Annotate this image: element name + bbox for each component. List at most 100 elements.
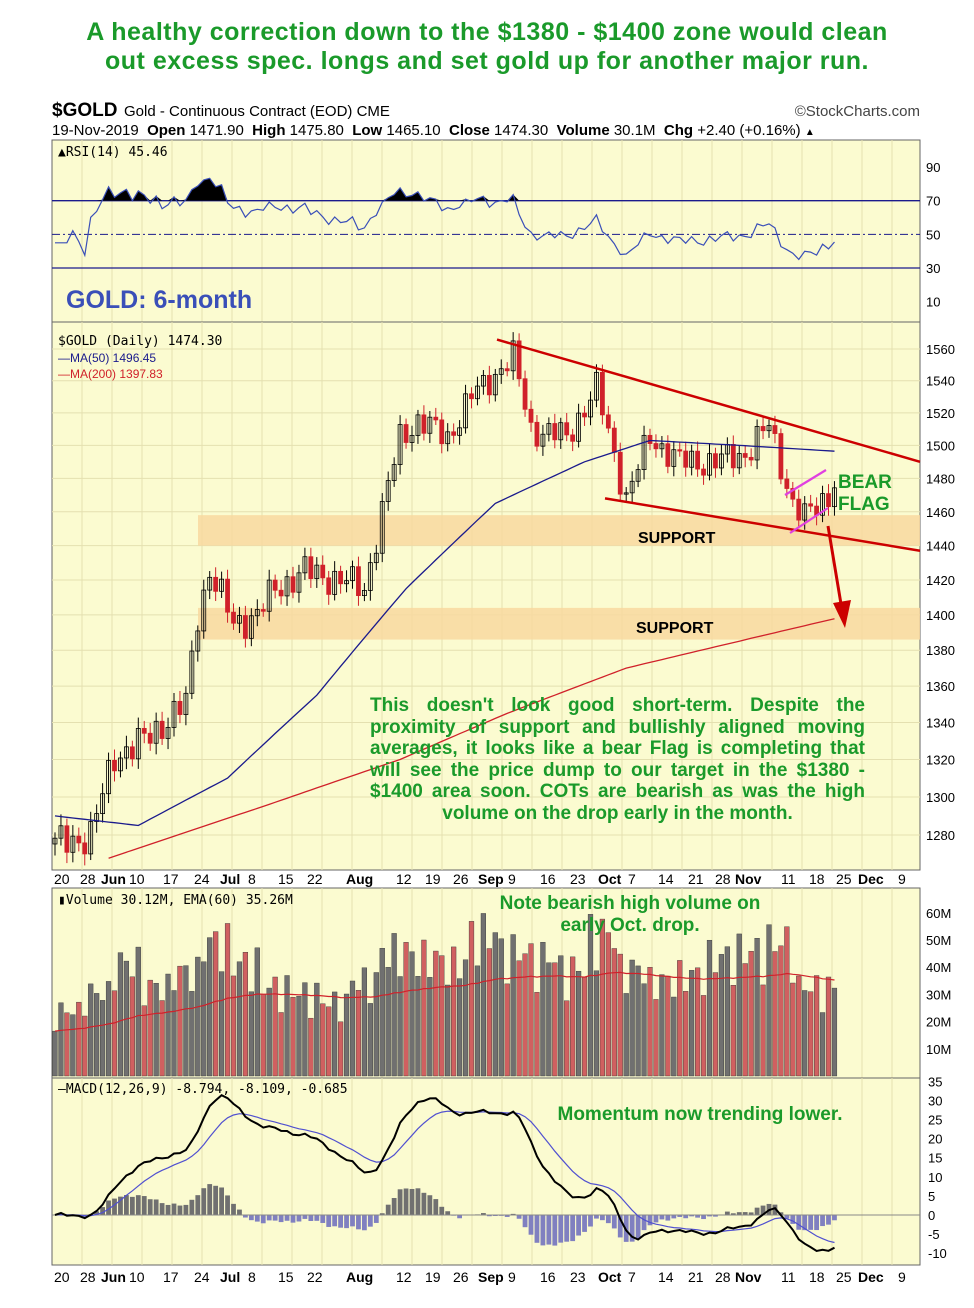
volume-bar	[653, 999, 659, 1077]
candle-body	[832, 487, 837, 508]
upper-trend-line	[496, 338, 921, 464]
volume-bar	[724, 946, 730, 1077]
volume-bar	[147, 979, 153, 1077]
volume-bar	[99, 1000, 106, 1077]
panel-rsi	[51, 139, 921, 323]
volume-bar	[385, 967, 391, 1077]
quote-date: 19-Nov-2019	[52, 122, 139, 139]
x-tick-label: 11	[781, 871, 796, 887]
candle-body	[367, 562, 373, 591]
candle-body	[772, 425, 778, 434]
volume-bar	[242, 951, 249, 1077]
candle-body	[88, 821, 94, 855]
candle-body	[445, 431, 451, 445]
macd-histogram-bar	[379, 1213, 385, 1215]
x-tick-label: Oct	[598, 1269, 622, 1285]
volume-bar	[534, 992, 540, 1077]
x-tick-label: 22	[307, 1269, 323, 1285]
x-tick-label: 28	[80, 1269, 96, 1285]
x-tick-label: 22	[307, 871, 323, 887]
macd-histogram-bar	[677, 1215, 683, 1217]
volume-bar	[433, 950, 439, 1077]
volume-bar	[236, 961, 243, 1077]
candle-body	[570, 434, 576, 442]
volume-bar	[230, 975, 237, 1077]
volume-bar	[474, 965, 481, 1077]
support-label-lower: SUPPORT	[636, 620, 714, 637]
macd-histogram-bar	[814, 1215, 819, 1231]
volume-bar	[683, 991, 689, 1077]
macd-histogram-bar	[748, 1212, 754, 1215]
candle-body	[659, 443, 665, 450]
candle-body	[439, 419, 445, 445]
volume-bar	[373, 972, 379, 1077]
candle-body	[492, 373, 498, 396]
macd-histogram-bar	[195, 1195, 201, 1215]
volume-label: Volume	[556, 122, 610, 139]
volume-bar	[195, 956, 201, 1077]
volume-bar	[266, 987, 272, 1077]
volume-bar	[498, 938, 504, 1077]
quote-line: 19-Nov-2019 Open 1471.90 High 1475.80 Lo…	[52, 122, 815, 139]
x-tick-label: Aug	[346, 871, 373, 887]
macd-histogram-bar	[647, 1215, 653, 1226]
volume-bar	[492, 932, 498, 1077]
macd-histogram-bar	[397, 1189, 403, 1215]
x-tick-label: Nov	[735, 1269, 762, 1285]
price-tick-label: 1540	[926, 374, 955, 389]
candle-body	[231, 611, 236, 624]
price-tick-label: 1480	[926, 471, 955, 486]
volume-bar	[272, 976, 278, 1077]
x-tick-label: 7	[628, 1269, 636, 1285]
x-tick-label: 28	[715, 871, 731, 887]
macd-histogram-bar	[183, 1204, 189, 1215]
macd-tick-label: 5	[928, 1189, 935, 1204]
macd-histogram-bar	[320, 1215, 326, 1223]
volume-bar	[403, 942, 409, 1077]
x-tick-label: 23	[570, 871, 586, 887]
red-arrow-shaft	[826, 525, 844, 611]
volume-bar	[784, 926, 790, 1077]
x-tick-label: Sep	[478, 1269, 504, 1285]
volume-bar	[183, 965, 189, 1077]
macd-histogram-bar	[605, 1215, 611, 1224]
volume-bar	[689, 970, 695, 1077]
volume-bar	[88, 983, 94, 1077]
macd-tick-label: 35	[928, 1074, 942, 1089]
macd-histogram-bar	[629, 1215, 635, 1242]
volume-bar	[254, 947, 260, 1077]
x-tick-label: 14	[658, 1269, 674, 1285]
candle-body	[344, 580, 349, 585]
volume-bar	[665, 975, 671, 1077]
candle-body	[124, 746, 129, 759]
volume-bar	[540, 942, 546, 1077]
macd-tick-label: 25	[928, 1113, 942, 1128]
candle-body	[326, 577, 332, 595]
volume-bar	[611, 948, 617, 1077]
volume-bar	[171, 990, 177, 1077]
macd-histogram-bar	[266, 1215, 272, 1221]
macd-histogram-bar	[135, 1195, 141, 1215]
candle-body	[552, 423, 558, 441]
volume-bar	[516, 960, 522, 1077]
macd-histogram-bar	[367, 1215, 373, 1227]
macd-histogram-bar	[760, 1205, 766, 1215]
volume-bar	[629, 959, 635, 1077]
volume-bar	[189, 991, 195, 1077]
candle-body	[415, 414, 421, 436]
candle-body	[189, 650, 195, 694]
macd-histogram-bar	[713, 1215, 718, 1217]
macd-histogram-bar	[421, 1192, 427, 1215]
macd-tick-label: 10	[928, 1170, 942, 1185]
x-tick-label: 8	[248, 1269, 256, 1285]
volume-bar	[486, 948, 492, 1077]
main-annotation: This doesn't look good short-term. Despi…	[370, 695, 865, 824]
candle-body	[629, 480, 635, 494]
volume-bar	[58, 1002, 64, 1077]
volume-bar	[457, 978, 463, 1077]
macd-histogram-bar	[118, 1196, 123, 1215]
x-tick-label: Oct	[598, 871, 622, 887]
volume-bar	[397, 976, 403, 1077]
volume-bar	[302, 982, 308, 1077]
